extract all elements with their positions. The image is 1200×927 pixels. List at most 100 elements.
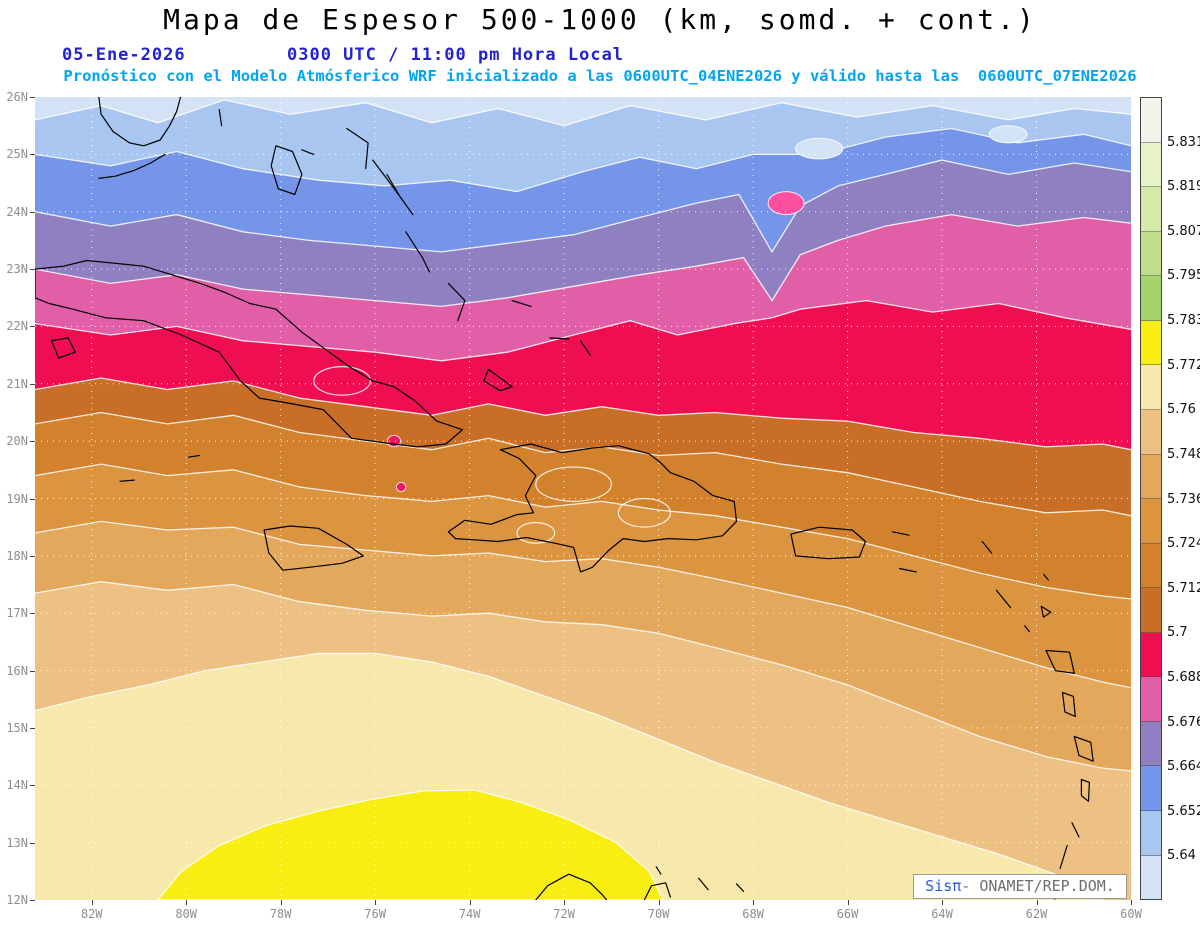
colorbar-label-5.676: 5.676: [1167, 714, 1200, 730]
coastline-st-kitts-nevis: [995, 589, 1012, 609]
lon-tick-label-68W: 68W: [742, 907, 764, 921]
contour-bands: [35, 99, 1131, 900]
lat-tickmark: [30, 154, 35, 156]
coastline-jamaica: [263, 525, 364, 571]
lon-tickmark: [1131, 900, 1132, 905]
lat-tick-label-13N: 13N: [6, 835, 28, 850]
colorbar-swatch-7: [1141, 409, 1161, 455]
coastline-new-providence: [301, 149, 315, 155]
colorbar-swatch-5: [1141, 320, 1161, 366]
credit-box: Sisπ- ONAMET/REP.DOM.: [913, 874, 1127, 899]
coastline-bonaire: [735, 883, 745, 892]
colorbar-label-5.807: 5.807: [1167, 223, 1200, 239]
coastline-cayman: [119, 479, 135, 482]
lat-tickmark: [30, 842, 35, 844]
colorbar-label-5.783: 5.783: [1167, 313, 1200, 329]
lat-tick-label-26N: 26N: [6, 90, 28, 104]
lat-tick-label-20N: 20N: [6, 434, 28, 449]
colorbar-swatch-17: [1141, 855, 1161, 900]
colorbar-label-5.724: 5.724: [1167, 536, 1200, 552]
colorbar-label-5.772: 5.772: [1167, 357, 1200, 373]
lon-tick-label-62W: 62W: [1025, 907, 1048, 921]
colorbar-swatch-9: [1141, 499, 1161, 544]
coastline-turks-caicos: [549, 337, 570, 340]
coastline-st-martin: [981, 540, 993, 554]
contour-map-canvas: [35, 97, 1131, 900]
coastline-florida-keys: [98, 153, 166, 179]
colorbar-label-5.664: 5.664: [1167, 759, 1200, 775]
lon-tick-label-78W: 78W: [269, 907, 292, 921]
lat-tick-label-19N: 19N: [6, 491, 28, 506]
lon-tick-label-66W: 66W: [836, 907, 859, 921]
lon-tickmark: [942, 900, 944, 905]
colorbar-swatch-4: [1141, 276, 1161, 321]
lat-tickmark: [30, 785, 35, 787]
coastline-eleuthera: [346, 127, 369, 170]
lat-tick-label-18N: 18N: [6, 548, 28, 563]
colorbar-label-5.76: 5.76: [1167, 402, 1196, 418]
lon-tickmark: [280, 900, 282, 905]
lat-tick-label-17N: 17N: [6, 606, 28, 621]
latitude-axis: 26N 25N 24N 23N 22N 21N 20N 19N 18N 17N 16N 15N 14N 1…: [0, 90, 35, 907]
lat-tickmark: [30, 900, 35, 901]
coastline-cuba: [35, 259, 464, 448]
forecast-line: Pronóstico con el Modelo Atmósferico WRF…: [63, 67, 1137, 85]
datetime-line: 05-Ene-2026 0300 UTC / 11:00 pm Hora Loc…: [0, 45, 1200, 67]
coastline-hispaniola: [447, 443, 738, 573]
lon-tickmark: [658, 900, 660, 905]
lon-tickmark: [753, 900, 755, 905]
lat-tickmark: [30, 555, 35, 557]
lon-tick-label-80W: 80W: [175, 907, 198, 921]
lat-tick-label-14N: 14N: [6, 778, 28, 793]
coastline-montserrat: [1024, 625, 1030, 633]
lat-tickmark: [30, 613, 35, 615]
lon-tickmark: [186, 900, 188, 905]
coastline-isla-de-la-juventud: [50, 337, 76, 359]
lon-tick-label-70W: 70W: [647, 907, 670, 921]
lon-tickmark: [847, 900, 849, 905]
coastline-puerto-rico: [790, 526, 867, 560]
colorbar-swatch-8: [1141, 454, 1161, 500]
coastline-guadeloupe: [1045, 649, 1075, 674]
coastline-andros: [270, 145, 303, 196]
date-text: 05-Ene-2026: [62, 45, 186, 65]
lat-tickmark: [30, 326, 35, 328]
lon-tick-label-74W: 74W: [458, 907, 481, 921]
colorbar-swatch-10: [1141, 543, 1161, 589]
colorbar-swatch-0: [1141, 98, 1161, 143]
colorbar-labels: 5.831 5.819 5.807 5.795 5.783 5.772 5.76 5.748 5…: [1167, 97, 1200, 900]
colorbar-swatch-1: [1141, 142, 1161, 188]
terrain-detail-contours: [313, 366, 672, 544]
colorbar-swatch-2: [1141, 187, 1161, 232]
coastline-bimini: [218, 109, 223, 127]
lon-tickmark: [469, 900, 471, 905]
lat-tick-label-23N: 23N: [6, 262, 28, 277]
lat-tickmark: [30, 211, 35, 213]
lat-tick-label-15N: 15N: [6, 720, 28, 735]
coastlines: [35, 97, 1094, 900]
coastline-great-inagua: [483, 368, 513, 392]
lat-tick-label-16N: 16N: [6, 663, 28, 678]
lat-tickmark: [30, 383, 35, 385]
lat-tickmark: [30, 670, 35, 672]
coastline-cayman-brac: [187, 454, 200, 458]
colorbar-label-5.831: 5.831: [1167, 134, 1200, 150]
lon-tick-label-64W: 64W: [931, 907, 953, 921]
longitude-axis: 82W 80W 78W 76W 74W 72W 70W 68W 66W 64W 62W 60W: [35, 900, 1142, 926]
lon-tickmark: [91, 900, 93, 905]
coastline-guajira-peninsula: [535, 873, 608, 900]
colorbar-swatch-16: [1141, 811, 1161, 856]
lon-tickmark: [1036, 900, 1038, 905]
lat-tickmark: [30, 97, 35, 98]
lon-tick-label-76W: 76W: [364, 907, 386, 921]
time-text: 0300 UTC / 11:00 pm Hora Local: [287, 45, 625, 65]
coastline-antigua: [1040, 605, 1052, 618]
coastline-curacao: [698, 877, 709, 891]
colorbar-swatch-12: [1141, 632, 1161, 678]
coastline-dominica: [1061, 691, 1076, 718]
coastline-exuma-chain: [372, 159, 414, 216]
lon-tickmark: [564, 900, 566, 905]
colorbar-swatch-13: [1141, 677, 1161, 722]
lat-tick-label-25N: 25N: [6, 147, 28, 162]
